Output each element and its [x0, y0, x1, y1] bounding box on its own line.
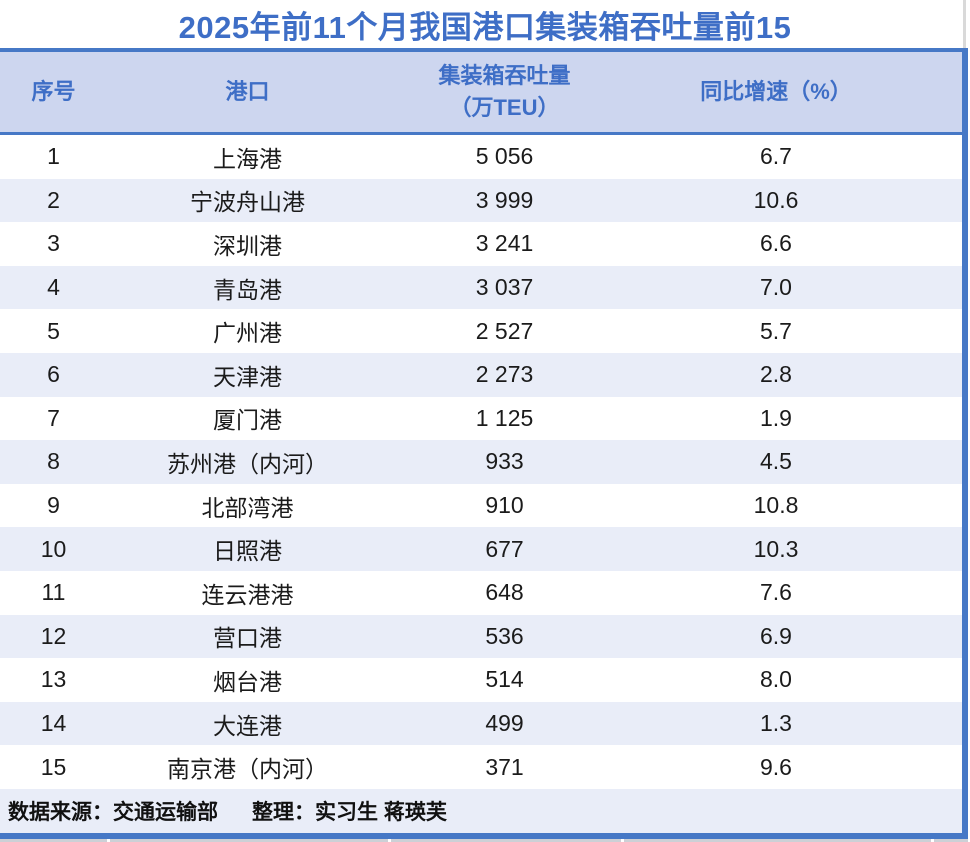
cell-port: 营口港 [213, 625, 282, 652]
table-row: 7 厦门港 1 125 1.9 [0, 396, 962, 441]
table-header-row: 序号 港口 集装箱吞吐量 （万TEU） 同比增速（%） [0, 48, 968, 135]
table-row: 2 宁波舟山港 3 999 10.6 [0, 178, 962, 223]
table-row: 6 天津港 2 273 2.8 [0, 352, 962, 397]
cell-growth: 8.0 [760, 666, 792, 693]
table-row: 14 大连港 499 1.3 [0, 701, 962, 746]
column-header-rank: 序号 [31, 79, 76, 105]
next-table-cropped-edge [0, 838, 970, 842]
cell-rank: 9 [47, 492, 60, 519]
cell-port: 青岛港 [213, 276, 282, 303]
cell-growth: 7.6 [760, 579, 792, 606]
cell-port: 宁波舟山港 [190, 189, 305, 216]
table-row: 9 北部湾港 910 10.8 [0, 483, 962, 528]
cell-rank: 2 [47, 186, 60, 213]
next-table-edge-seg [391, 838, 621, 842]
column-header-port: 港口 [225, 79, 270, 105]
cell-throughput: 3 999 [475, 186, 534, 213]
cell-rank: 3 [47, 230, 60, 257]
table-row: 4 青岛港 3 037 7.0 [0, 265, 962, 310]
editor-label: 整理：实习生 蒋瑛芙 [252, 800, 447, 824]
cell-throughput: 648 [485, 579, 524, 606]
cell-rank: 4 [47, 274, 60, 301]
cell-port: 南京港（内河） [167, 756, 328, 783]
page-title: 2025年前11个月我国港口集装箱吞吐量前15 [178, 9, 792, 45]
cell-rank: 12 [40, 622, 67, 649]
next-table-edge-seg [934, 838, 968, 842]
cell-throughput: 3 241 [475, 230, 534, 257]
table-row: 15 南京港（内河） 371 9.6 [0, 745, 962, 789]
cell-rank: 8 [47, 448, 60, 475]
cell-growth: 6.7 [760, 143, 792, 170]
cell-growth: 5.7 [760, 317, 792, 344]
cell-port: 大连港 [213, 712, 282, 739]
cell-growth: 10.6 [753, 186, 799, 213]
cell-rank: 15 [40, 753, 67, 780]
cell-port: 广州港 [213, 320, 282, 347]
cell-growth: 10.8 [753, 492, 799, 519]
cell-throughput: 3 037 [475, 274, 534, 301]
cell-throughput: 536 [485, 622, 524, 649]
table-row: 8 苏州港（内河） 933 4.5 [0, 440, 962, 484]
next-table-edge-seg [624, 838, 931, 842]
cell-growth: 4.5 [760, 448, 792, 475]
cell-port: 天津港 [213, 363, 282, 390]
cell-port: 上海港 [213, 145, 282, 172]
source-note: 数据来源：交通运输部 整理：实习生 蒋瑛芙 [0, 788, 962, 833]
cell-throughput: 677 [485, 535, 524, 562]
cell-throughput: 910 [485, 492, 524, 519]
cell-throughput: 371 [485, 753, 524, 780]
column-header-throughput-line2: （万TEU） [449, 95, 560, 120]
cell-throughput: 514 [485, 666, 524, 693]
cell-rank: 10 [40, 535, 67, 562]
column-header-throughput-line1: 集装箱吞吐量 [438, 63, 571, 89]
table-row: 12 营口港 536 6.9 [0, 614, 962, 659]
source-label: 数据来源：交通运输部 [8, 800, 218, 824]
table-row: 10 日照港 677 10.3 [0, 527, 962, 571]
cell-growth: 1.9 [760, 404, 792, 431]
cell-rank: 14 [40, 710, 67, 737]
cell-throughput: 933 [485, 448, 524, 475]
cell-rank: 6 [47, 361, 60, 388]
cell-growth: 1.3 [760, 710, 792, 737]
next-table-edge-seg [110, 838, 388, 842]
table-rows: 1 上海港 5 056 6.7 2 宁波舟山港 3 999 10.6 3 深圳港 3 241 6.6 4… [0, 135, 962, 789]
table-row: 5 广州港 2 527 5.7 [0, 309, 962, 353]
cell-rank: 1 [47, 143, 60, 170]
cell-port: 苏州港（内河） [167, 450, 328, 477]
cell-port: 厦门港 [213, 407, 282, 434]
cell-port: 日照港 [213, 538, 282, 565]
bottom-rule [0, 832, 968, 839]
cell-port: 深圳港 [213, 232, 282, 259]
cell-growth: 9.6 [760, 753, 792, 780]
cell-growth: 6.9 [760, 622, 792, 649]
next-table-edge-seg [0, 838, 107, 842]
cell-rank: 11 [41, 579, 66, 606]
cell-port: 北部湾港 [201, 494, 294, 521]
column-header-growth: 同比增速（%） [700, 79, 852, 105]
table-row: 13 烟台港 514 8.0 [0, 658, 962, 702]
cell-throughput: 499 [485, 710, 524, 737]
cell-growth: 10.3 [753, 535, 799, 562]
cell-growth: 2.8 [760, 361, 792, 388]
cell-rank: 7 [47, 404, 60, 431]
cell-growth: 6.6 [760, 230, 792, 257]
cell-port: 连云港港 [201, 581, 294, 608]
column-header-throughput: 集装箱吞吐量 （万TEU） [388, 60, 621, 124]
table-row: 1 上海港 5 056 6.7 [0, 135, 962, 179]
cell-port: 烟台港 [213, 668, 282, 695]
cell-growth: 7.0 [760, 274, 792, 301]
cell-throughput: 2 273 [475, 361, 534, 388]
cell-throughput: 2 527 [475, 317, 534, 344]
cell-throughput: 1 125 [475, 404, 534, 431]
table-row: 11 连云港港 648 7.6 [0, 570, 962, 615]
right-rule [962, 48, 968, 839]
cell-rank: 13 [40, 666, 67, 693]
cell-rank: 5 [47, 317, 60, 344]
table-row: 3 深圳港 3 241 6.6 [0, 222, 962, 266]
top-right-cropped-edge [963, 0, 966, 48]
cell-throughput: 5 056 [475, 143, 534, 170]
